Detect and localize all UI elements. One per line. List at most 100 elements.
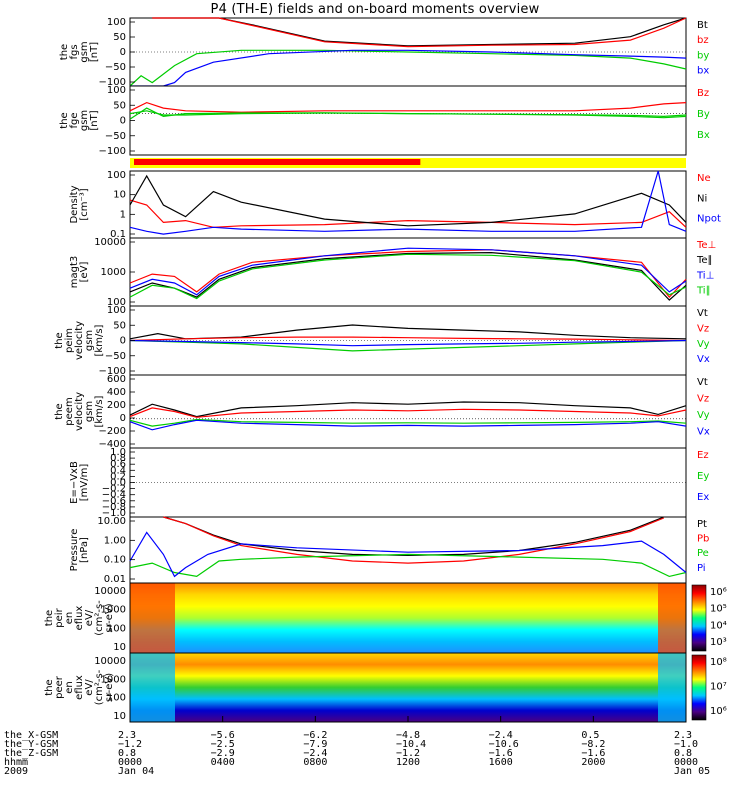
series-line bbox=[129, 174, 687, 227]
y-axis-label: magt3 bbox=[69, 256, 80, 289]
colorbar-tick-label: 10³ bbox=[710, 637, 727, 648]
legend-label: bz bbox=[697, 35, 709, 46]
y-axis-label: [cm⁻³] bbox=[79, 188, 90, 220]
legend-label: Te⊥ bbox=[696, 240, 716, 251]
quality-bar-red-segment bbox=[134, 159, 421, 165]
series-line bbox=[152, 17, 687, 48]
y-tick-label: −0.6 bbox=[102, 496, 126, 507]
y-tick-label: 1000 bbox=[101, 267, 126, 278]
legend-label: Bz bbox=[697, 88, 709, 99]
time-value: 2.3 bbox=[674, 730, 692, 741]
y-axis-label: eV/ bbox=[84, 609, 95, 626]
y-axis-label: fgs bbox=[69, 44, 80, 59]
y-tick-label: 100 bbox=[107, 297, 126, 308]
y-axis-label: [eV] bbox=[79, 262, 90, 283]
time-row-label: hhmm bbox=[4, 757, 28, 768]
time-value: −5.6 bbox=[211, 730, 235, 741]
time-value: −2.5 bbox=[211, 739, 235, 750]
series-line bbox=[129, 253, 687, 300]
panel-frame bbox=[129, 85, 687, 156]
legend-label: Ni bbox=[697, 193, 707, 204]
time-value: 0000 bbox=[118, 757, 142, 768]
y-tick-label: −0.2 bbox=[102, 484, 126, 495]
y-tick-label: −100 bbox=[99, 366, 126, 377]
y-tick-label: 200 bbox=[107, 400, 126, 411]
y-axis-label: eV/ bbox=[84, 679, 95, 696]
y-tick-label: 10 bbox=[113, 190, 126, 201]
series-line bbox=[163, 516, 665, 564]
y-tick-label: −50 bbox=[105, 131, 126, 142]
y-axis-label: [km/s] bbox=[94, 395, 105, 427]
y-axis-label: sr-eV) bbox=[104, 603, 115, 632]
y-axis-label: (cm²-s- bbox=[94, 600, 105, 636]
y-tick-label: 100 bbox=[107, 170, 126, 181]
time-value: −2.4 bbox=[303, 748, 327, 759]
y-axis-label: peim bbox=[64, 328, 75, 353]
y-tick-label: 0.4 bbox=[110, 465, 126, 476]
colorbar-tick-label: 10⁷ bbox=[710, 682, 727, 693]
y-axis-label: E=−VxB bbox=[69, 461, 80, 504]
time-row-label: 2009 bbox=[4, 766, 28, 777]
y-axis-label: the bbox=[54, 332, 65, 348]
y-axis-label: [nPa] bbox=[79, 537, 90, 563]
time-value: −2.4 bbox=[489, 730, 513, 741]
y-axis-label: [nT] bbox=[89, 42, 100, 62]
time-value: 0.5 bbox=[581, 730, 599, 741]
colorbar-tick-label: 10⁴ bbox=[710, 620, 727, 631]
y-tick-label: 100 bbox=[107, 693, 126, 704]
y-tick-label: 10000 bbox=[94, 656, 126, 667]
y-tick-label: 1000 bbox=[101, 674, 126, 685]
y-axis-label: the bbox=[44, 610, 55, 626]
y-tick-label: 1 bbox=[120, 209, 126, 220]
legend-label: By bbox=[697, 109, 710, 120]
y-tick-label: 0.0 bbox=[110, 478, 126, 489]
time-value: −1.6 bbox=[581, 748, 605, 759]
y-tick-label: −200 bbox=[99, 426, 126, 437]
series-line bbox=[129, 101, 687, 113]
y-tick-label: −50 bbox=[105, 351, 126, 362]
y-tick-label: 0.01 bbox=[104, 574, 126, 585]
time-value: 0800 bbox=[303, 757, 327, 768]
time-value: 2000 bbox=[581, 757, 605, 768]
colorbar-tick-label: 10⁵ bbox=[710, 604, 727, 615]
time-value: −10.6 bbox=[489, 739, 519, 750]
y-tick-label: 10 bbox=[113, 642, 126, 653]
legend-label: Pi bbox=[697, 563, 706, 574]
series-line bbox=[129, 531, 687, 578]
series-line bbox=[129, 110, 687, 118]
y-tick-label: −100 bbox=[99, 146, 126, 157]
y-tick-label: 10.00 bbox=[97, 516, 126, 527]
y-tick-label: 50 bbox=[113, 320, 126, 331]
panel-frame bbox=[129, 237, 687, 307]
time-value: −7.9 bbox=[303, 739, 327, 750]
y-tick-label: 0 bbox=[120, 47, 126, 58]
time-value: 0.8 bbox=[674, 748, 692, 759]
y-tick-label: −100 bbox=[99, 77, 126, 88]
time-value: 0.8 bbox=[118, 748, 136, 759]
y-tick-label: 100 bbox=[107, 85, 126, 96]
y-tick-label: −400 bbox=[99, 439, 126, 450]
y-axis-label: eflux bbox=[74, 606, 85, 631]
series-line bbox=[129, 336, 687, 342]
y-tick-label: 1000 bbox=[101, 605, 126, 616]
time-value: −10.4 bbox=[396, 739, 426, 750]
y-axis-label: sr-eV) bbox=[104, 673, 115, 702]
time-value: −8.2 bbox=[581, 739, 605, 750]
legend-label: Ey bbox=[697, 471, 709, 482]
y-axis-label: fge bbox=[69, 112, 80, 128]
y-axis-label: [km/s] bbox=[94, 324, 105, 356]
figure-title: P4 (TH-E) fields and on-board moments ov… bbox=[210, 2, 540, 17]
y-axis-label: en bbox=[64, 681, 75, 694]
time-value: Jan 04 bbox=[118, 766, 154, 777]
spectrogram-edge-right bbox=[658, 583, 686, 653]
colorbar-tick-label: 10⁶ bbox=[710, 706, 727, 717]
y-axis-label: Pressure bbox=[69, 529, 80, 572]
y-tick-label: 0.8 bbox=[110, 453, 126, 464]
legend-label: Vt bbox=[697, 377, 708, 388]
y-tick-label: 0 bbox=[120, 116, 126, 127]
y-axis-label: gsm bbox=[84, 330, 95, 351]
y-tick-label: 0.1 bbox=[110, 229, 126, 240]
spectrogram-field bbox=[130, 583, 686, 653]
y-axis-label: gsm bbox=[79, 110, 90, 131]
